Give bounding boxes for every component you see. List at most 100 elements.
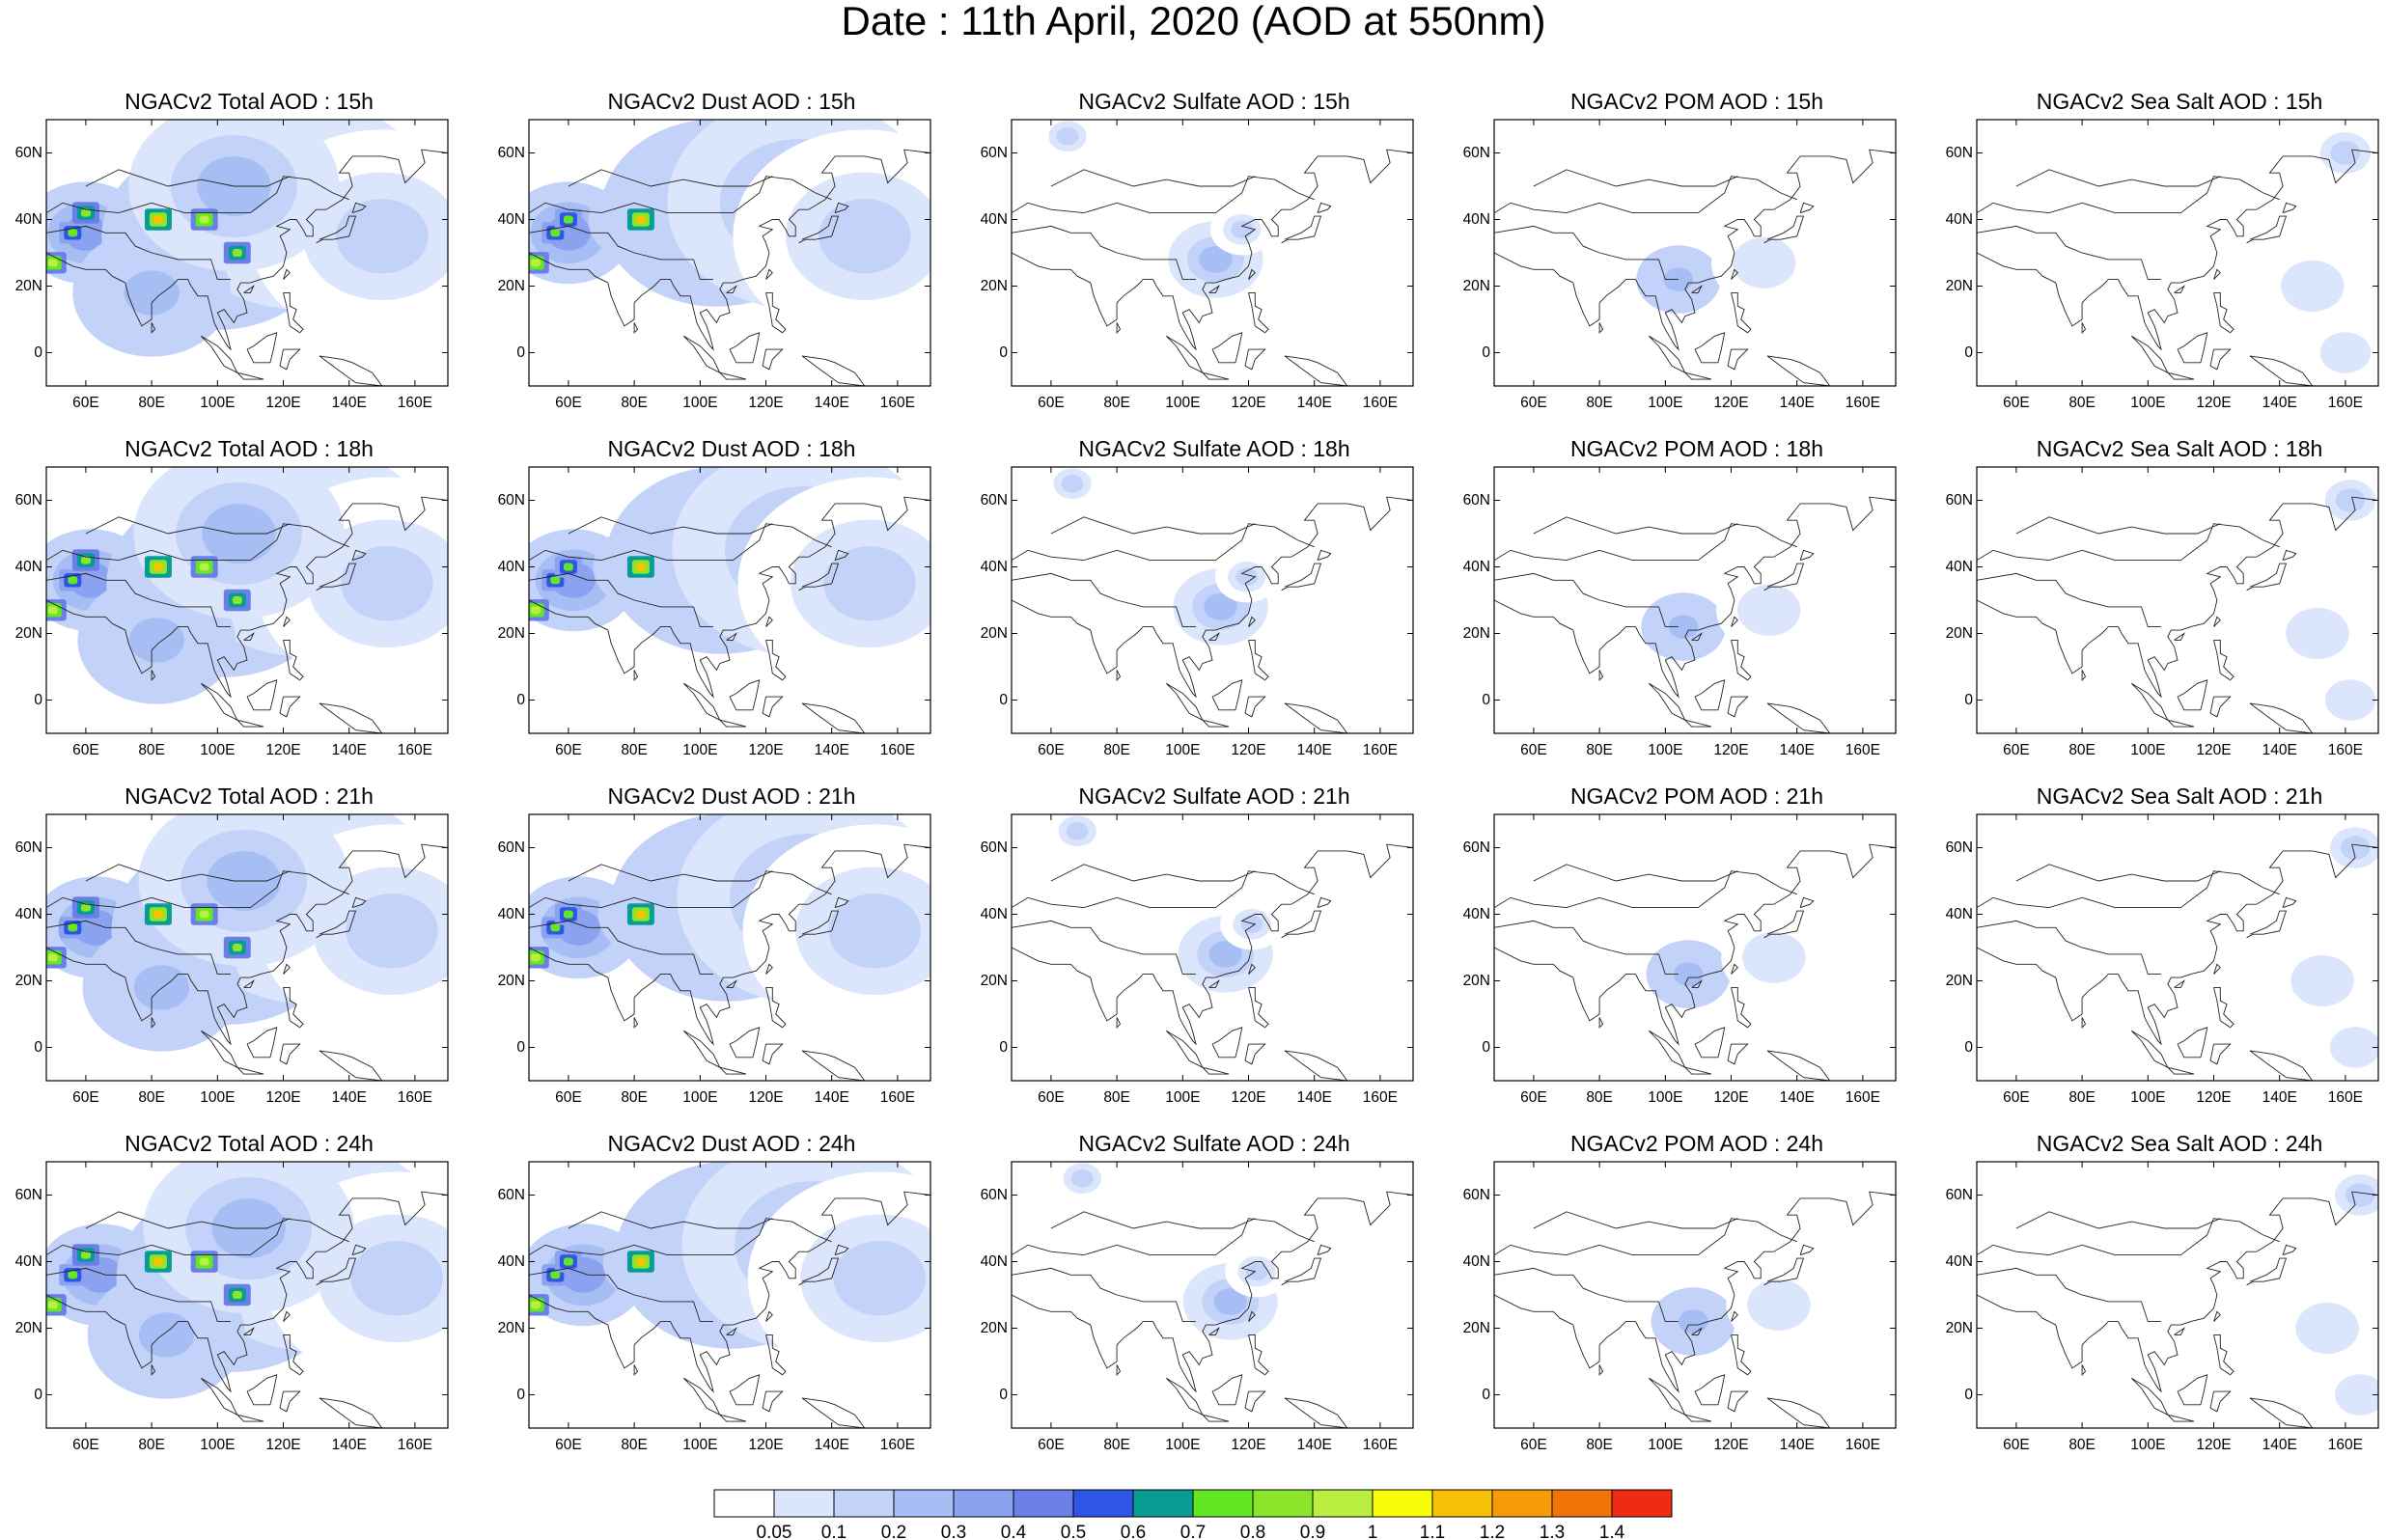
colorbar-box bbox=[1551, 1489, 1613, 1518]
coastline bbox=[726, 632, 737, 641]
colorbar-box bbox=[893, 1489, 955, 1518]
map-plot: 60E 80E 100E 120E 140E 160E bbox=[1011, 813, 1414, 1106]
coastline bbox=[1050, 864, 1256, 882]
coastline bbox=[1012, 496, 1413, 699]
colorbar-label: 0.4 bbox=[1001, 1523, 1027, 1540]
coastline bbox=[1766, 1397, 1831, 1428]
coastline bbox=[1731, 1334, 1752, 1376]
colorbar-box bbox=[1132, 1489, 1194, 1518]
x-tick-label: 60E bbox=[1038, 742, 1065, 758]
coastline bbox=[46, 225, 231, 281]
y-tick-label: 0 bbox=[34, 1386, 42, 1403]
coastline bbox=[762, 1043, 784, 1065]
coastline bbox=[2015, 516, 2221, 535]
aod-plume bbox=[346, 894, 438, 969]
coastline bbox=[2167, 1414, 2195, 1422]
x-tick-label: 140E bbox=[332, 395, 367, 411]
coastline bbox=[1691, 632, 1703, 641]
map-plot: 60E 80E 100E 120E 140E 160E bbox=[1011, 119, 1414, 411]
aod-hotspot bbox=[232, 944, 242, 951]
panel-title: NGACv2 Dust AOD : 15h bbox=[607, 89, 856, 114]
aod-hotspot bbox=[530, 1301, 541, 1309]
coastline bbox=[2246, 563, 2288, 591]
map-panel-total-18h: NGACv2 Total AOD : 18h 60E 80E 100E 120E 140E… bbox=[15, 436, 452, 758]
map-frame bbox=[1493, 813, 1897, 1082]
x-tick-label: 160E bbox=[2328, 742, 2363, 758]
coastline bbox=[1684, 1414, 1712, 1422]
x-tick-label: 140E bbox=[815, 395, 849, 411]
coastline bbox=[765, 268, 773, 280]
aod-plume bbox=[819, 199, 911, 274]
colorbar-label: 0.05 bbox=[757, 1523, 792, 1540]
coastline bbox=[719, 719, 747, 728]
x-tick-label: 160E bbox=[880, 395, 915, 411]
y-tick-label: 60N bbox=[1462, 1186, 1490, 1203]
coastline bbox=[1977, 1267, 2161, 1323]
coastline bbox=[2015, 169, 2221, 187]
colorbar-box bbox=[1491, 1489, 1553, 1518]
y-tick-label: 40N bbox=[1945, 210, 1973, 228]
aod-plume bbox=[1245, 1262, 1268, 1281]
aod-plume bbox=[2345, 1183, 2375, 1207]
x-tick-label: 80E bbox=[1586, 1089, 1613, 1106]
y-tick-label: 60N bbox=[14, 144, 42, 161]
coastline bbox=[798, 1257, 840, 1286]
coastline bbox=[2177, 679, 2208, 711]
aod-hotspot bbox=[199, 563, 209, 571]
coastline bbox=[2209, 696, 2232, 718]
coastline bbox=[529, 1267, 713, 1323]
coastline bbox=[1731, 639, 1752, 681]
x-tick-label: 100E bbox=[1648, 742, 1682, 758]
coastline bbox=[633, 670, 639, 681]
x-tick-label: 160E bbox=[1363, 1437, 1398, 1453]
colorbar-box bbox=[773, 1489, 835, 1518]
coastline bbox=[1766, 702, 1831, 733]
coastline bbox=[568, 516, 773, 535]
y-tick-label: 60N bbox=[14, 839, 42, 856]
coastline bbox=[719, 371, 747, 380]
y-tick-label: 20N bbox=[1945, 972, 1973, 989]
y-tick-label: 0 bbox=[1482, 1038, 1490, 1056]
aod-plume bbox=[2298, 619, 2337, 648]
y-tick-label: 40N bbox=[497, 210, 525, 228]
x-tick-label: 80E bbox=[138, 1437, 165, 1453]
panel-title: NGACv2 Sea Salt AOD : 18h bbox=[2036, 436, 2323, 461]
y-tick-label: 60N bbox=[497, 839, 525, 856]
coastline bbox=[243, 632, 255, 641]
colorbar-label: 0.6 bbox=[1121, 1523, 1146, 1540]
x-tick-label: 100E bbox=[200, 742, 235, 758]
x-tick-label: 80E bbox=[2068, 1089, 2096, 1106]
map-panel-seasalt-24h: NGACv2 Sea Salt AOD : 24h 60E 80E 100E 120E 1… bbox=[1946, 1131, 2382, 1453]
y-tick-label: 20N bbox=[497, 624, 525, 642]
colorbar-box bbox=[1072, 1489, 1134, 1518]
map-frame bbox=[528, 813, 931, 1082]
aod-plume bbox=[1061, 474, 1084, 493]
coastline bbox=[1211, 679, 1243, 711]
map-frame bbox=[45, 466, 449, 734]
aod-plume bbox=[2340, 836, 2371, 860]
coastline bbox=[1202, 1066, 1230, 1075]
panel-title: NGACv2 Dust AOD : 18h bbox=[607, 436, 856, 461]
x-tick-label: 80E bbox=[1103, 742, 1130, 758]
x-tick-label: 140E bbox=[1780, 1089, 1815, 1106]
x-tick-label: 60E bbox=[72, 395, 99, 411]
coastline bbox=[1244, 1390, 1266, 1413]
x-tick-label: 100E bbox=[200, 395, 235, 411]
coastline bbox=[1977, 225, 2161, 281]
y-tick-label: 0 bbox=[516, 344, 525, 361]
aod-hotspot bbox=[47, 1301, 58, 1309]
coastline bbox=[2174, 632, 2185, 641]
coastline bbox=[151, 1017, 156, 1029]
coastline bbox=[85, 169, 291, 187]
x-tick-label: 60E bbox=[2003, 1089, 2030, 1106]
coastline bbox=[568, 1211, 773, 1229]
coastline bbox=[1731, 963, 1738, 975]
x-tick-label: 100E bbox=[682, 742, 717, 758]
coastline bbox=[568, 169, 773, 187]
coastline bbox=[2213, 963, 2221, 975]
coastline bbox=[2081, 1364, 2087, 1376]
coastline bbox=[801, 1397, 866, 1428]
map-frame bbox=[528, 119, 931, 387]
x-tick-label: 120E bbox=[265, 1089, 300, 1106]
aod-hotspot bbox=[47, 953, 58, 962]
